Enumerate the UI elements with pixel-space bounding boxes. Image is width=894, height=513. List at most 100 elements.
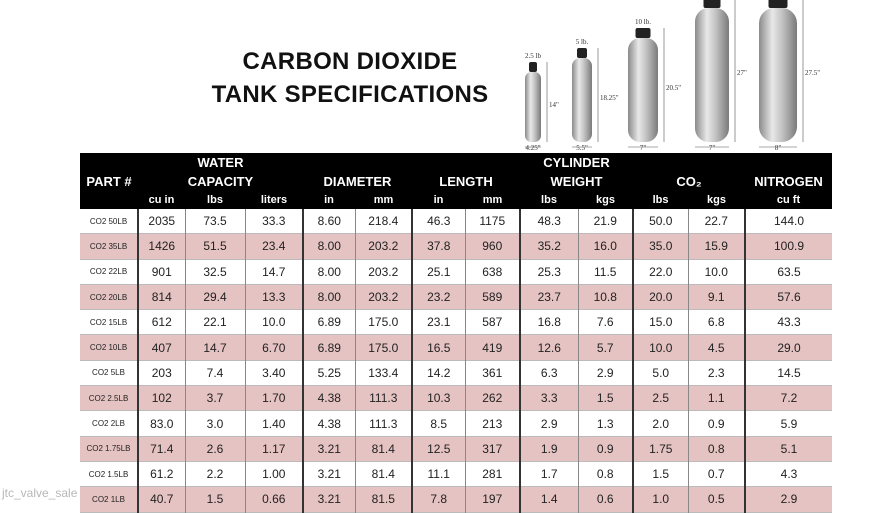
value-cell: 197 [464,486,520,513]
unit-header: cu in [138,191,185,209]
value-cell: 61.2 [137,461,185,487]
value-cell: 102 [137,385,185,411]
unit-header: in [412,191,465,209]
tank-illustration: 2.5 lb 14" 4.25" 5 lb. 18.25" 5.5" 10 lb. 20.5"… [525,0,820,152]
table-row: CO2 1LB 40.7 1.5 0.66 3.21 81.5 7.8 197 1.4 0.6 1.… [80,486,833,513]
part-cell: CO2 50LB [89,216,128,226]
value-cell: 81.4 [354,436,412,462]
value-cell: 10.0 [687,259,746,285]
table-row: CO2 2LB 83.0 3.0 1.40 4.38 111.3 8.5 213 2.9 1.3 2… [80,410,833,437]
value-cell: 12.6 [519,334,578,361]
value-cell: 0.9 [687,410,746,437]
value-cell: 2.5 [632,385,689,411]
value-cell: 638 [464,259,520,285]
value-cell: 51.5 [184,233,245,260]
value-cell: 16.5 [411,334,465,361]
value-cell: 10.0 [632,334,689,361]
value-cell: 1426 [137,233,185,260]
part-cell: CO2 15LB [89,317,128,327]
value-cell: 612 [137,309,185,335]
value-cell: 14.7 [184,334,245,361]
value-cell: 2.2 [184,461,245,487]
unit-header: cu ft [745,191,833,209]
value-cell: 5.0 [632,360,689,386]
unit-header: lbs [633,191,689,209]
value-cell: 25.1 [411,259,465,285]
value-cell: 960 [464,233,520,260]
value-cell: 2.9 [744,486,833,513]
value-cell: 6.3 [519,360,578,386]
value-cell: 81.5 [354,486,412,513]
part-cell: CO2 2LB [92,419,125,429]
spec-table: WATER CYLINDER PART # CAPACITY DIAMETER … [80,153,833,513]
header: DIAMETER [303,172,412,191]
value-cell: 5.1 [744,436,833,462]
value-cell: 29.0 [744,334,833,361]
value-cell: 1.5 [632,461,689,487]
value-cell: 8.00 [302,233,355,260]
value-cell: 100.9 [744,233,833,260]
tank-valve [635,28,651,38]
value-cell: 22.1 [184,309,245,335]
tank-size: 10 lb. [635,18,651,26]
value-cell: 35.0 [632,233,689,260]
unit-header: kgs [578,191,634,209]
value-cell: 1.9 [519,436,578,462]
value-cell: 1.1 [687,385,746,411]
value-cell: 14.7 [244,259,303,285]
value-cell: 13.3 [244,284,303,310]
value-cell: 37.8 [411,233,465,260]
value-cell: 6.70 [244,334,303,361]
table-row: CO2 1.75LB 71.4 2.6 1.17 3.21 81.4 12.5 317 1.9 0… [80,436,833,462]
value-cell: 1.75 [632,436,689,462]
value-cell: 7.6 [577,309,634,335]
value-cell: 1175 [464,209,520,234]
value-cell: 203.2 [354,259,412,285]
tank-size: 2.5 lb [525,52,541,60]
header: LENGTH [412,172,520,191]
value-cell: 6.89 [302,309,355,335]
value-cell: 5.7 [577,334,634,361]
value-cell: 50.0 [632,209,689,234]
value-cell: 1.70 [244,385,303,411]
value-cell: 1.5 [577,385,634,411]
value-cell: 218.4 [354,209,412,234]
value-cell: 3.3 [519,385,578,411]
tank-valve [703,0,721,8]
value-cell: 1.3 [577,410,634,437]
value-cell: 23.1 [411,309,465,335]
value-cell: 1.7 [519,461,578,487]
unit-header: in [303,191,355,209]
unit-header: lbs [185,191,245,209]
tank-width: 5.5" [576,144,588,152]
value-cell: 6.8 [687,309,746,335]
value-cell: 203.2 [354,284,412,310]
value-cell: 8.00 [302,284,355,310]
tank-valve [529,62,537,72]
value-cell: 46.3 [411,209,465,234]
value-cell: 407 [137,334,185,361]
unit-header: kgs [688,191,746,209]
value-cell: 8.00 [302,259,355,285]
value-cell: 43.3 [744,309,833,335]
value-cell: 20.0 [632,284,689,310]
value-cell: 175.0 [354,309,412,335]
group-header: WATER [138,153,303,172]
part-cell: CO2 22LB [89,267,128,277]
value-cell: 1.40 [244,410,303,437]
value-cell: 7.2 [744,385,833,411]
value-cell: 15.0 [632,309,689,335]
value-cell: 10.8 [577,284,634,310]
part-cell: CO2 5LB [92,368,125,378]
part-cell: CO2 1.5LB [88,469,129,479]
value-cell: 11.1 [411,461,465,487]
value-cell: 2.9 [577,360,634,386]
value-cell: 2035 [137,209,185,234]
unit-header: mm [355,191,412,209]
part-cell: CO2 10LB [80,334,138,361]
value-cell: 213 [464,410,520,437]
value-cell: 1.17 [244,436,303,462]
table-row: CO2 50LB 2035 73.5 33.3 8.60 218.4 46.3 1175 48.… [80,209,833,234]
value-cell: 4.38 [302,410,355,437]
header: WEIGHT [520,172,634,191]
